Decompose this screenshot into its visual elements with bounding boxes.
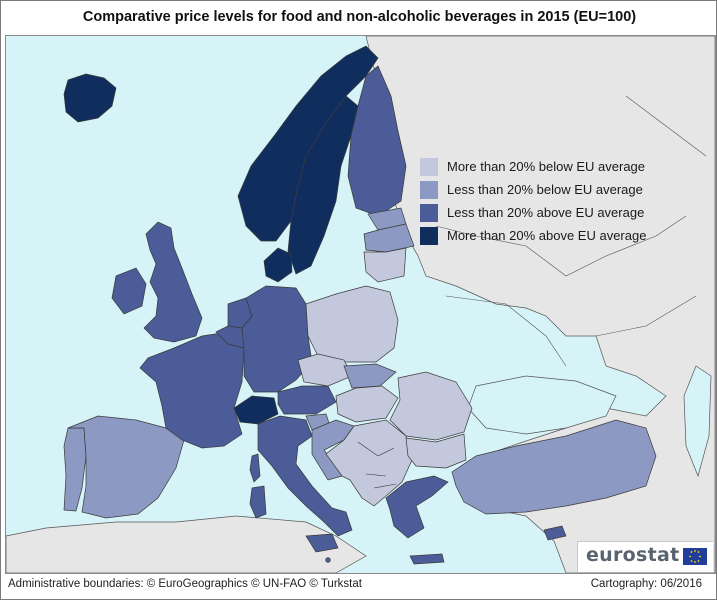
legend-item-2: Less than 20% below EU average	[417, 180, 697, 203]
bulgaria	[405, 433, 467, 469]
spain	[67, 415, 185, 519]
italy	[257, 415, 353, 537]
non-data-border-lines	[435, 95, 707, 367]
legend-swatch	[420, 181, 438, 199]
greece	[385, 475, 449, 539]
hungary	[335, 385, 399, 423]
black-sea	[467, 375, 617, 435]
croatia	[311, 419, 355, 481]
france	[139, 331, 245, 449]
corsica	[249, 453, 261, 483]
legend-item-3: Less than 20% above EU average	[417, 203, 697, 226]
iceland	[63, 73, 117, 123]
turkey	[451, 419, 657, 515]
north-africa-non-data-land	[6, 515, 367, 573]
cyprus	[543, 525, 567, 541]
latvia	[363, 223, 415, 253]
legend-item-4: More than 20% above EU average	[417, 226, 697, 249]
malta	[325, 557, 331, 563]
balkan-internal-borders	[357, 441, 397, 489]
legend-item-1: More than 20% below EU average	[417, 157, 697, 180]
map-area: More than 20% below EU average Less than…	[5, 35, 716, 574]
denmark	[263, 247, 293, 283]
poland	[305, 285, 399, 363]
western-balkans	[325, 419, 413, 507]
caspian-sea	[683, 365, 712, 478]
slovakia	[343, 363, 397, 389]
legend-label: Less than 20% above EU average	[447, 205, 645, 220]
eu-flag-icon	[683, 548, 707, 565]
legend-label: Less than 20% below EU average	[447, 182, 643, 197]
austria	[277, 385, 337, 415]
legend-swatch	[420, 227, 438, 245]
lithuania	[363, 247, 407, 283]
finland	[347, 65, 407, 217]
legend-swatch	[420, 204, 438, 222]
legend-swatch	[420, 158, 438, 176]
sweden	[287, 95, 359, 275]
united-kingdom	[143, 221, 203, 343]
ireland	[111, 267, 147, 315]
legend-label: More than 20% above EU average	[447, 228, 647, 243]
europe-map	[6, 36, 715, 573]
legend-label: More than 20% below EU average	[447, 159, 646, 174]
sicily	[305, 533, 339, 553]
switzerland	[233, 395, 279, 425]
sardinia	[249, 485, 267, 519]
cartography-date: Cartography: 06/2016	[590, 578, 702, 590]
boundaries-credit: Administrative boundaries: © EuroGeograp…	[8, 578, 362, 590]
germany	[241, 285, 313, 393]
map-title: Comparative price levels for food and no…	[82, 9, 637, 25]
romania	[389, 371, 473, 441]
crete	[409, 553, 445, 565]
eurostat-logo: eurostat	[577, 541, 713, 572]
map-legend: More than 20% below EU average Less than…	[417, 157, 697, 249]
logo-text: eurostat	[586, 544, 680, 566]
